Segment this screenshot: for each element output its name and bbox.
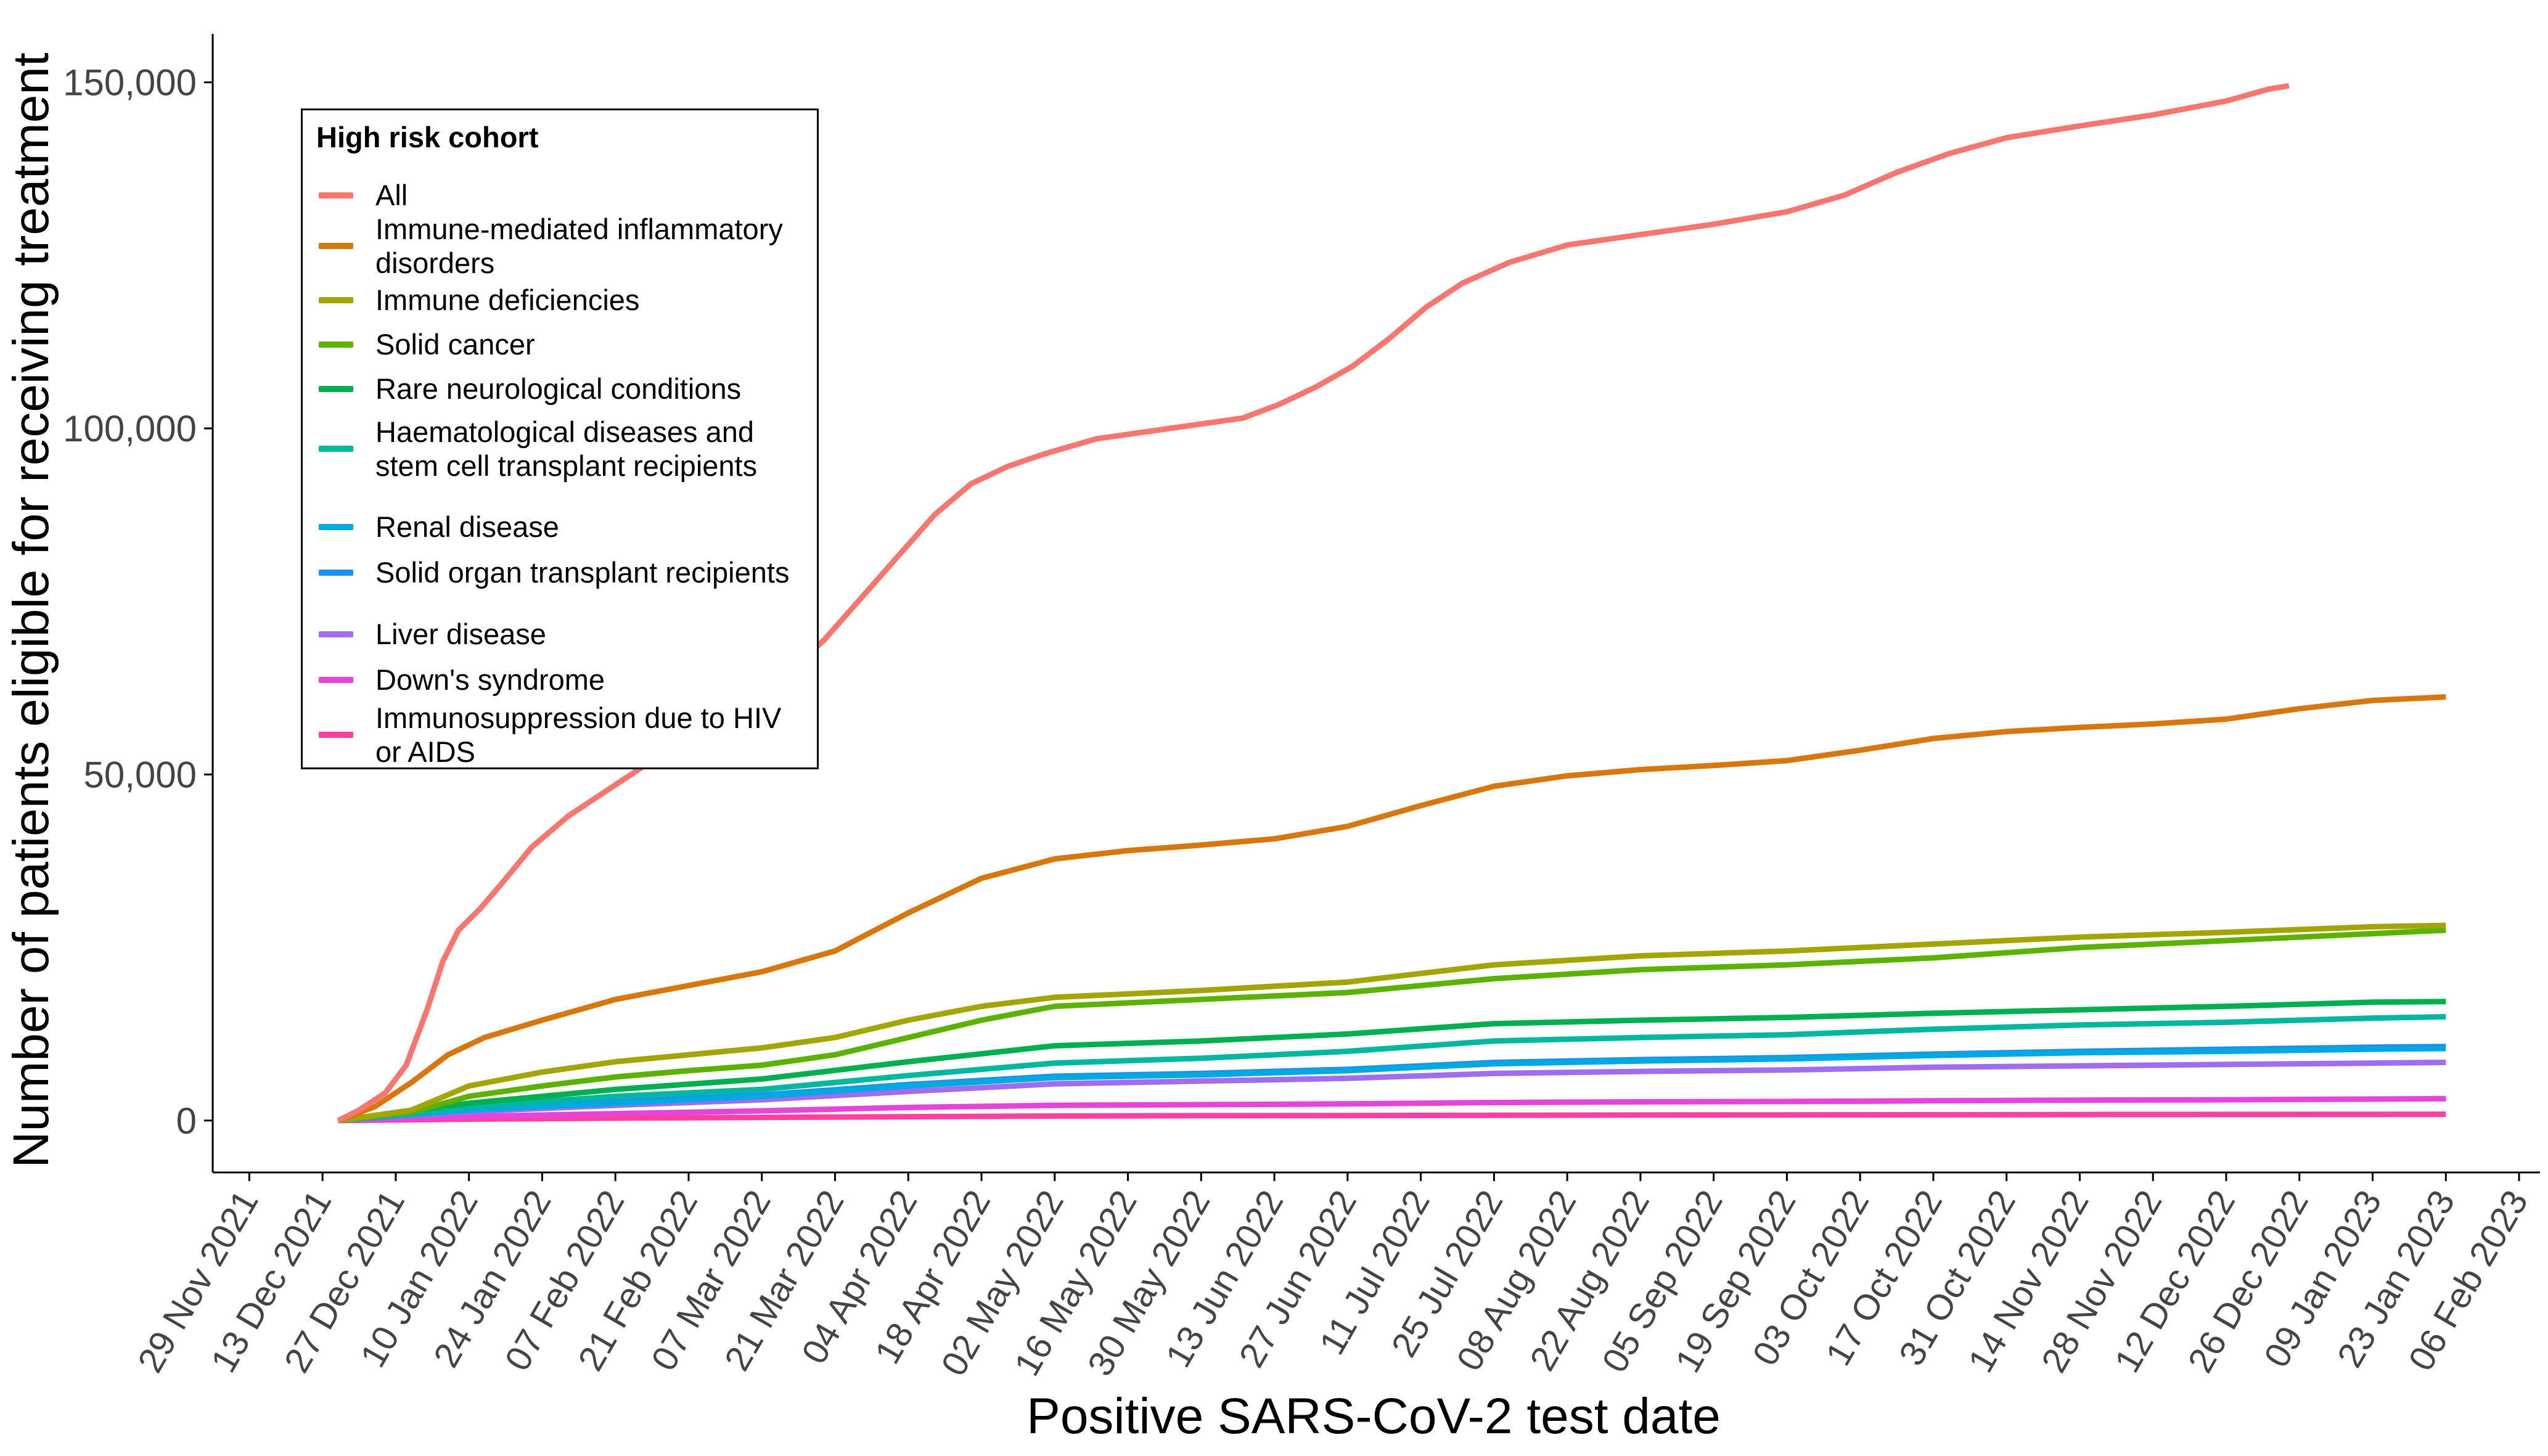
x-axis-title: Positive SARS-CoV-2 test date (1026, 1388, 1721, 1444)
y-tick-label: 0 (176, 1100, 197, 1142)
series-line (338, 1045, 2446, 1124)
y-tick-label: 150,000 (63, 62, 197, 104)
legend-key (319, 192, 353, 198)
y-tick-label: 50,000 (83, 754, 197, 795)
legend-key (319, 569, 353, 576)
legend-key (319, 385, 353, 392)
legend-key (319, 523, 353, 530)
legend-key (319, 732, 353, 738)
legend-label: Solid organ transplant recipients (375, 556, 790, 589)
series-line (338, 1095, 2446, 1124)
y-tick-label: 100,000 (63, 408, 197, 449)
legend-label: All (375, 179, 408, 211)
series-line (337, 922, 2446, 1124)
legend-key (319, 341, 353, 348)
series-line (337, 83, 2290, 1123)
legend-key (319, 676, 353, 683)
legend-label: Immunosuppression due to HIV or AIDS (375, 701, 782, 768)
legend-label: Haematological diseases and stem cell tr… (375, 415, 758, 482)
series-line (338, 1013, 2446, 1124)
legend-key (319, 631, 353, 637)
series-line (338, 999, 2446, 1124)
series-line (337, 694, 2446, 1124)
legend-label: Immune deficiencies (375, 284, 640, 316)
legend-title: High risk cohort (316, 121, 539, 153)
series-line (338, 1111, 2446, 1124)
legend-key (319, 243, 353, 249)
legend-label: Solid cancer (375, 328, 535, 361)
y-axis-title: Number of patients eligible for receivin… (3, 52, 59, 1168)
series-line (338, 927, 2446, 1124)
legend-label: Rare neurological conditions (375, 372, 742, 405)
legend-key (319, 446, 353, 452)
legend-key (319, 297, 353, 303)
legend-label: Liver disease (375, 618, 546, 650)
plot-area (337, 83, 2446, 1124)
legend: High risk cohort All Immune-mediated infl… (301, 108, 819, 769)
legend-label: Renal disease (375, 510, 559, 543)
legend-label: Immune-mediated inflammatory disorders (375, 213, 783, 279)
legend-label: Down's syndrome (375, 663, 605, 696)
